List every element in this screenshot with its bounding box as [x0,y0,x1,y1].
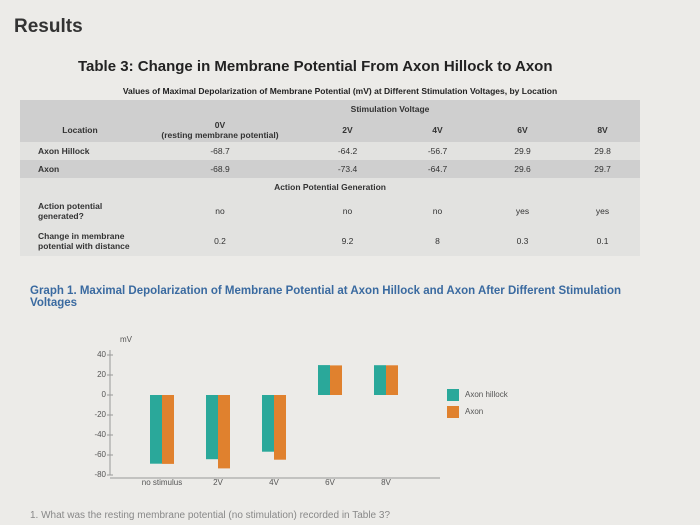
legend-swatch [447,406,459,418]
y-tick-label: -80 [94,470,106,479]
table-cell: 6V [480,118,565,142]
y-axis-label: mV [120,335,133,344]
y-tick-label: 0 [102,390,107,399]
bar [218,395,230,469]
column-note: (resting membrane potential) [161,130,279,140]
table-cell: 29.9 [480,142,565,160]
x-tick-label: 2V [213,478,223,487]
table-cell: -56.7 [395,142,480,160]
legend-label: Axon hillock [465,390,509,399]
y-tick-label: -40 [94,430,106,439]
y-tick-label: -20 [94,410,106,419]
bar [318,365,330,395]
bar [374,365,386,395]
table-cell: -68.7 [140,142,300,160]
table-cell: 0.2 [140,226,300,256]
table-cell: 0V (resting membrane potential) [140,118,300,142]
table-row: Axon Hillock -68.7 -64.2 -56.7 29.9 29.8 [20,142,641,160]
table-cell: Action potential generated? [20,196,140,226]
y-tick-label: -60 [94,450,106,459]
table-cell: 29.8 [565,142,641,160]
x-tick-label: 6V [325,478,335,487]
table-cell: 0.1 [565,226,641,256]
table-cell: Change in membrane potential with distan… [20,226,140,256]
table-title: Table 3: Change in Membrane Potential Fr… [78,58,553,75]
heading: Results [14,16,83,37]
table-cell: 29.7 [565,160,641,178]
table-row: Location 0V (resting membrane potential) 2V… [20,118,641,142]
table-cell: 29.6 [480,160,565,178]
bar [330,365,342,395]
table-row: Action potential generated? no no no yes yes [20,196,641,226]
bar [206,395,218,460]
table-cell: Axon [20,160,140,178]
table-cell [20,100,140,118]
x-tick-label: 8V [381,478,391,487]
table: Stimulation Voltage Location 0V (resting me… [20,100,641,256]
graph-title: Graph 1. Maximal Depolarization of Membr… [30,285,622,309]
table-cell: 2V [300,118,395,142]
table-cell: 9.2 [300,226,395,256]
bar [262,395,274,452]
table-caption: Values of Maximal Depolarization of Memb… [122,86,558,96]
table-cell: -73.4 [300,160,395,178]
x-tick-label: 4V [269,478,279,487]
table-cell: 8V [565,118,641,142]
legend-label: Axon [465,407,483,416]
table-row: Stimulation Voltage [20,100,641,118]
y-tick-label: 20 [97,370,106,379]
bar [162,395,174,464]
bar [274,395,286,460]
table-row: Change in membrane potential with distan… [20,226,641,256]
table-row: Action Potential Generation [20,178,641,196]
table-cell: Action Potential Generation [20,178,641,196]
table-cell: 4V [395,118,480,142]
table-cell: Axon Hillock [20,142,140,160]
table-cell: yes [565,196,641,226]
table-cell: no [300,196,395,226]
table-row: Axon -68.9 -73.4 -64.7 29.6 29.7 [20,160,641,178]
bar [150,395,162,464]
table-cell: -64.2 [300,142,395,160]
question: 1. What was the resting membrane potenti… [30,510,391,521]
table-cell: Location [20,118,140,142]
table-cell: no [395,196,480,226]
table-cell: 8 [395,226,480,256]
table-cell: -68.9 [140,160,300,178]
table-cell: no [140,196,300,226]
x-tick-label: no stimulus [142,478,182,487]
legend-swatch [447,389,459,401]
table-cell: Stimulation Voltage [140,100,641,118]
table-cell: 0.3 [480,226,565,256]
bar [386,365,398,395]
table-cell: -64.7 [395,160,480,178]
table-cell: yes [480,196,565,226]
y-tick-label: 40 [97,350,106,359]
